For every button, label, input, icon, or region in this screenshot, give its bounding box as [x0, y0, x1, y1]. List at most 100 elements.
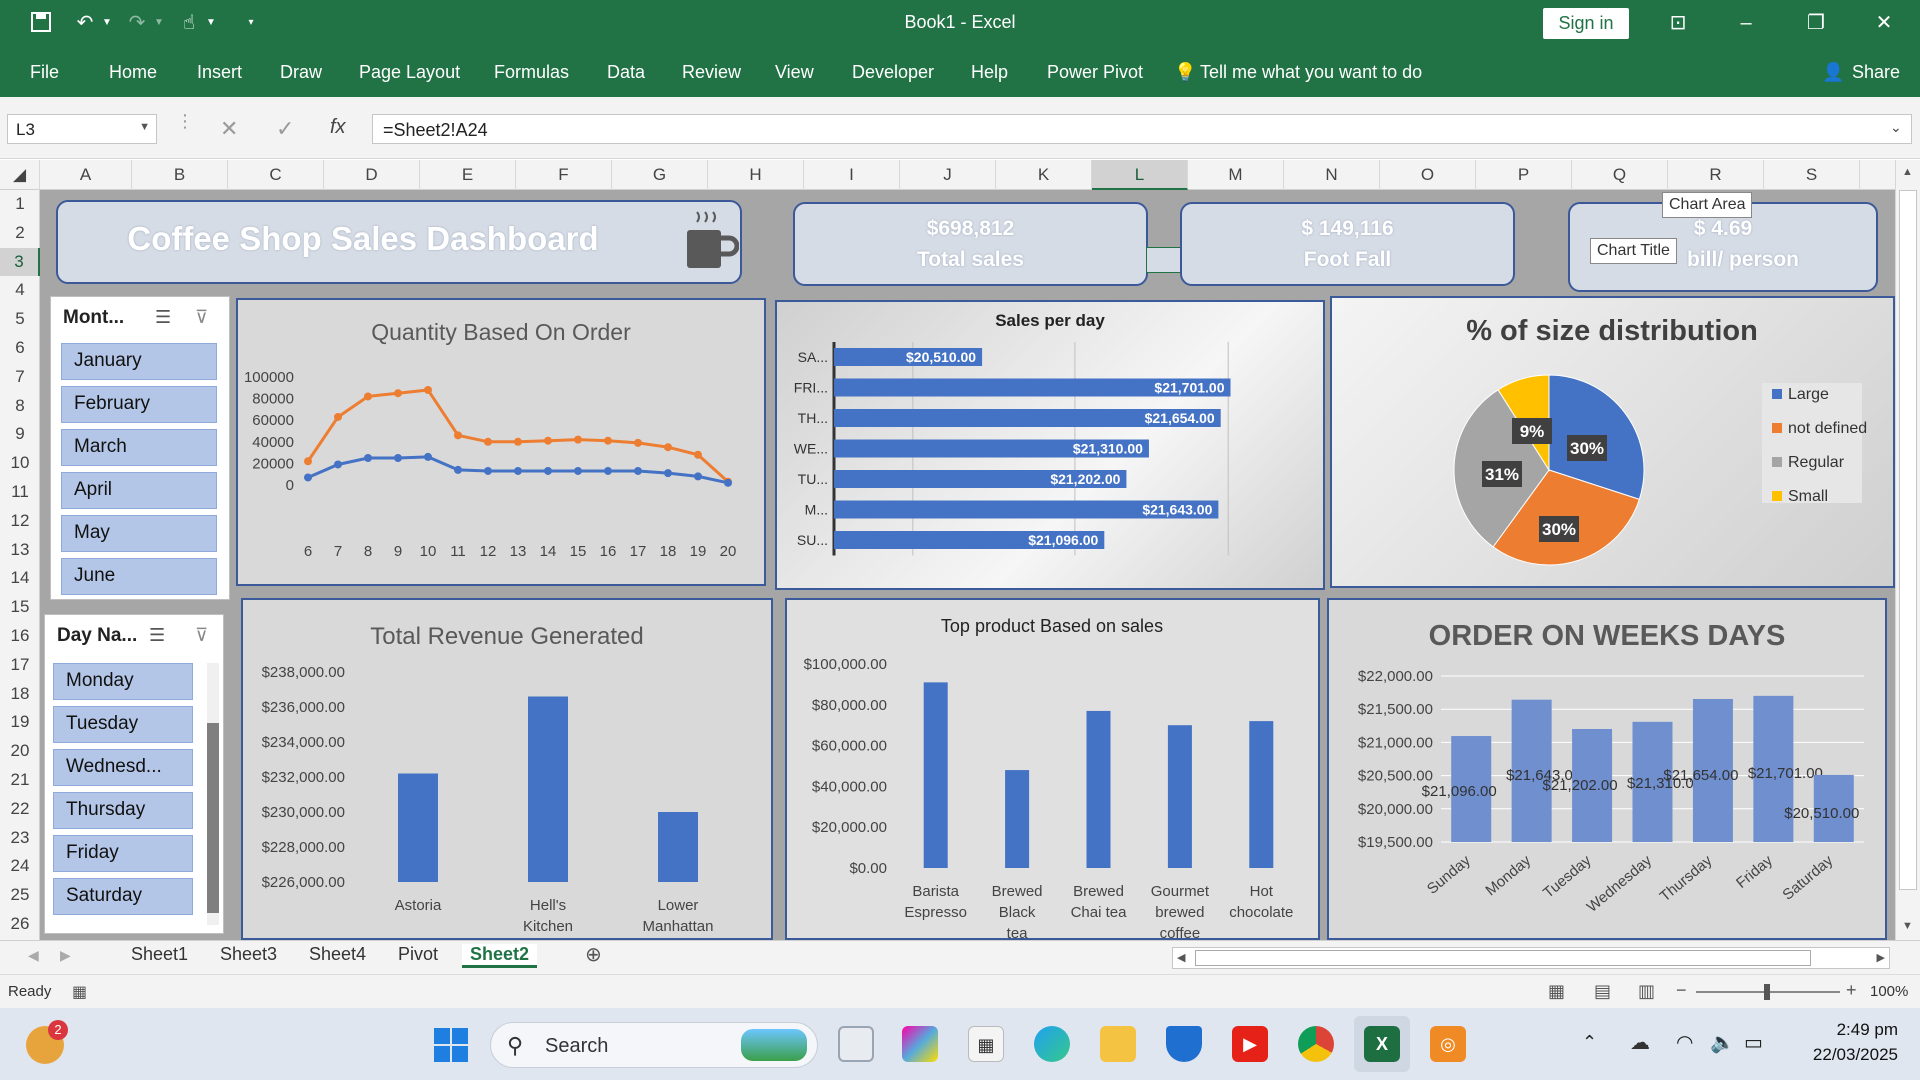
column-header[interactable]: M	[1188, 160, 1284, 190]
enter-icon[interactable]: ✓	[276, 116, 295, 141]
scroll-right-icon[interactable]: ▶	[1876, 952, 1885, 964]
sheet-tab-sheet3[interactable]: Sheet3	[220, 944, 278, 964]
clear-filter-icon[interactable]: ⊽	[195, 625, 209, 645]
tab-insert[interactable]: Insert	[197, 62, 243, 82]
row-header[interactable]: 24	[10, 856, 30, 876]
column-header[interactable]: B	[132, 160, 228, 190]
prev-sheet-icon[interactable]: ◀	[28, 947, 39, 963]
clear-filter-icon[interactable]: ⊽	[195, 307, 209, 327]
column-header[interactable]: I	[804, 160, 900, 190]
slicer-item-wednesday[interactable]: Wednesd...	[53, 749, 193, 786]
column-header[interactable]: G	[612, 160, 708, 190]
scroll-up-icon[interactable]: ▲	[1902, 166, 1913, 178]
formula-input[interactable]: =Sheet2!A24	[372, 114, 1912, 144]
security-icon[interactable]	[1166, 1026, 1202, 1062]
slicer-item-tuesday[interactable]: Tuesday	[53, 706, 193, 743]
dashboard-title-box[interactable]: Coffee Shop Sales Dashboard	[56, 200, 742, 284]
multi-select-icon[interactable]: ☰	[155, 307, 172, 327]
taskbar-search[interactable]: ⚲ Search	[490, 1022, 818, 1068]
slicer-item-may[interactable]: May	[61, 515, 217, 552]
day-slicer[interactable]: Day Na... ☰ ⊽ Monday Tuesday Wednesd... …	[44, 614, 224, 934]
customize-toolbar-icon[interactable]: ▾	[248, 17, 254, 28]
column-header[interactable]: N	[1284, 160, 1380, 190]
slicer-item-january[interactable]: January	[61, 343, 217, 380]
close-icon[interactable]: ✕	[1875, 12, 1893, 34]
column-header[interactable]: H	[708, 160, 804, 190]
row-header[interactable]: 18	[10, 683, 30, 703]
column-header[interactable]: C	[228, 160, 324, 190]
sheet-tab-sheet2[interactable]: Sheet2	[462, 944, 538, 968]
column-header[interactable]: S	[1764, 160, 1860, 190]
chrome-icon[interactable]	[1298, 1026, 1334, 1062]
column-header[interactable]: Q	[1572, 160, 1668, 190]
touch-dropdown-icon[interactable]: ▼	[206, 17, 216, 28]
column-header[interactable]: A	[40, 160, 132, 190]
worksheet-grid[interactable]: Coffee Shop Sales Dashboard $698,812 Tot…	[40, 190, 1895, 940]
excel-icon[interactable]: X	[1364, 1026, 1400, 1062]
scrollbar-thumb[interactable]	[207, 723, 219, 913]
slicer-scrollbar[interactable]	[207, 663, 219, 925]
battery-icon[interactable]: ▭	[1744, 1032, 1763, 1054]
app-icon[interactable]: ◎	[1430, 1026, 1466, 1062]
row-header[interactable]: 23	[10, 827, 30, 847]
task-view-icon[interactable]	[838, 1026, 874, 1062]
microsoft-store-icon[interactable]: ▦	[968, 1026, 1004, 1062]
zoom-out-icon[interactable]: −	[1676, 980, 1687, 1000]
row-header[interactable]: 8	[15, 395, 25, 415]
select-all[interactable]: ◢	[0, 160, 40, 190]
row-header[interactable]: 1	[15, 194, 25, 213]
kpi-total-sales[interactable]: $698,812 Total sales	[793, 202, 1148, 286]
row-header[interactable]: 26	[10, 914, 30, 933]
column-header[interactable]: R	[1668, 160, 1764, 190]
slicer-item-june[interactable]: June	[61, 558, 217, 595]
tab-draw[interactable]: Draw	[280, 62, 323, 82]
sheet-tab-sheet1[interactable]: Sheet1	[131, 944, 189, 964]
scroll-left-icon[interactable]: ◀	[1177, 952, 1186, 964]
redo-icon[interactable]: ↷	[128, 12, 146, 34]
sheet-tab-sheet4[interactable]: Sheet4	[309, 944, 367, 964]
chart-weekdays[interactable]: ORDER ON WEEKS DAYS $22,000.00 $21,500.00 $…	[1327, 598, 1887, 940]
volume-icon[interactable]: 🔈	[1710, 1032, 1735, 1054]
restore-icon[interactable]: ❐	[1807, 12, 1825, 34]
add-sheet-icon[interactable]: ⊕	[585, 944, 602, 966]
slicer-item-april[interactable]: April	[61, 472, 217, 509]
scrollbar-thumb[interactable]	[1899, 190, 1917, 890]
row-header[interactable]: 22	[10, 798, 30, 818]
horizontal-scrollbar[interactable]: ◀ ▶	[1172, 947, 1890, 969]
row-header[interactable]: 16	[10, 626, 30, 645]
row-header[interactable]: 21	[10, 770, 30, 789]
slicer-item-monday[interactable]: Monday	[53, 663, 193, 700]
row-header[interactable]: 13	[10, 539, 30, 559]
row-header[interactable]: 15	[10, 597, 30, 617]
month-slicer[interactable]: Mont... ☰ ⊽ January February March April…	[50, 296, 230, 600]
row-header[interactable]: 19	[10, 712, 30, 732]
sheet-tab-pivot[interactable]: Pivot	[398, 944, 439, 964]
touch-mode-icon[interactable]: ☝	[182, 12, 196, 34]
clock-date[interactable]: 22/03/2025	[1812, 1045, 1898, 1064]
tab-developer[interactable]: Developer	[852, 62, 935, 82]
undo-icon[interactable]: ↶	[76, 12, 94, 34]
tab-data[interactable]: Data	[607, 62, 646, 82]
youtube-icon[interactable]: ▶	[1232, 1026, 1268, 1062]
accessibility-icon[interactable]: ▦	[72, 984, 88, 1001]
share-button[interactable]: Share	[1852, 62, 1901, 82]
column-header[interactable]: K	[996, 160, 1092, 190]
slicer-item-february[interactable]: February	[61, 386, 217, 423]
scroll-down-icon[interactable]: ▼	[1902, 920, 1913, 932]
save-icon[interactable]	[28, 11, 54, 35]
slicer-item-friday[interactable]: Friday	[53, 835, 193, 872]
column-header[interactable]: J	[900, 160, 996, 190]
row-header[interactable]: 6	[15, 338, 25, 357]
chart-quantity[interactable]: Quantity Based On Order 100000 80000 60000 4…	[236, 298, 766, 586]
show-hidden-icons[interactable]: ⌃	[1582, 1032, 1598, 1052]
zoom-in-icon[interactable]: +	[1846, 980, 1857, 1000]
tab-formulas[interactable]: Formulas	[494, 62, 570, 82]
next-sheet-icon[interactable]: ▶	[60, 947, 71, 963]
edge-icon[interactable]	[1034, 1026, 1070, 1062]
sign-in-button[interactable]: Sign in	[1543, 8, 1629, 39]
expand-formula-icon[interactable]: ⌄	[1890, 119, 1902, 135]
chart-top-product[interactable]: Top product Based on sales $100,000.00 $80…	[785, 598, 1320, 940]
chart-sales-per-day[interactable]: Sales per day SA... $20,510.00 FRI... $21,70…	[775, 300, 1325, 590]
multi-select-icon[interactable]: ☰	[149, 625, 166, 645]
tab-view[interactable]: View	[775, 62, 814, 82]
